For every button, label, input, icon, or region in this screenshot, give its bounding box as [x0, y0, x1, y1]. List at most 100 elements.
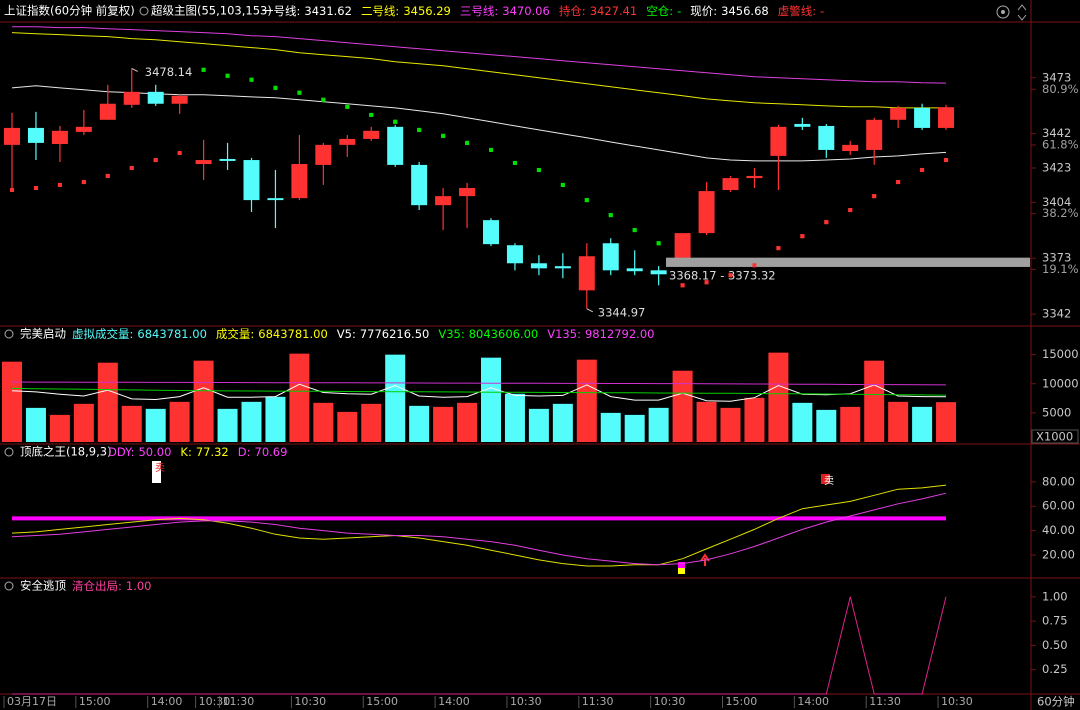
signal-dot	[824, 220, 829, 225]
volume-bar	[145, 408, 166, 442]
series-line	[11, 484, 947, 567]
candle-body	[195, 160, 212, 165]
x-tick-label: 15:00	[79, 695, 111, 708]
legend-label: V35:	[438, 327, 464, 341]
legend-value: 50.00	[138, 445, 171, 459]
signal-dot	[680, 283, 685, 288]
icon[interactable]	[4, 581, 14, 591]
period-label: 60分钟	[1037, 695, 1075, 709]
panel-title: 安全逃顶	[20, 579, 66, 593]
legend: 虚拟成交量: 6843781.00 成交量: 6843781.00 V5: 7776216…	[72, 327, 654, 341]
signal-dot	[201, 67, 206, 72]
volume-bar	[696, 401, 717, 442]
candle-body	[818, 125, 835, 150]
volume-bar	[241, 401, 262, 442]
icon[interactable]	[4, 447, 14, 457]
candle-body	[171, 95, 188, 104]
y-tick-label: 80.00	[1042, 474, 1075, 488]
x-tick-label: 15:00	[726, 695, 758, 708]
candle-body	[123, 91, 140, 105]
signal-dot	[800, 234, 805, 239]
series-line	[11, 32, 946, 109]
volume-bar	[409, 405, 430, 442]
candle-body	[890, 107, 907, 120]
icon[interactable]	[139, 6, 149, 16]
volume-bar	[337, 411, 358, 442]
legend-value: -	[677, 4, 681, 18]
y-tick-label: 1.00	[1042, 589, 1068, 603]
candle-body	[363, 130, 380, 139]
candle-body	[75, 126, 92, 132]
legend-label: 一号线:	[262, 4, 300, 18]
legend-label: DDY:	[108, 445, 134, 459]
signal-arrow	[700, 553, 710, 566]
signal-dot	[872, 194, 877, 199]
volume-bar	[600, 412, 621, 442]
settings-button[interactable]	[1001, 10, 1005, 14]
candle-body	[435, 196, 452, 206]
legend-value: 1.00	[126, 579, 152, 593]
candle-body	[147, 91, 164, 104]
candle-body	[578, 256, 595, 291]
settings-button[interactable]	[996, 5, 1010, 19]
volume-bar	[25, 407, 46, 442]
legend: 清仓出局: 1.00	[72, 579, 151, 593]
legend-label: 二号线:	[361, 4, 399, 18]
legend-label: 持仓:	[559, 4, 586, 18]
volume-bar	[672, 370, 693, 442]
series-line	[11, 381, 947, 386]
x-tick-label: 14:00	[438, 695, 470, 708]
expand-button[interactable]	[1017, 4, 1027, 21]
signal-dot	[177, 151, 182, 156]
volume-bar	[49, 414, 70, 442]
y-tick-label: 19.1%	[1042, 262, 1079, 276]
candle-body	[339, 138, 356, 145]
signal-dot	[560, 182, 565, 187]
candle-body	[674, 233, 691, 259]
legend-value: 3431.62	[304, 4, 352, 18]
signal-dot	[704, 280, 709, 285]
volume-bar	[912, 406, 933, 442]
volume-bar	[385, 354, 406, 442]
signal-dot	[33, 186, 38, 191]
signal-dot	[944, 158, 949, 163]
y-tick-label: 40.00	[1042, 523, 1075, 537]
signal-dot	[321, 97, 326, 102]
volume-bar	[457, 402, 478, 442]
volume-bar	[193, 360, 214, 442]
candle-body	[411, 164, 428, 206]
legend-label: 三号线:	[460, 4, 498, 18]
legend: DDY: 50.00 K: 77.32 D: 70.69	[108, 445, 287, 459]
volume-bar	[744, 397, 765, 442]
x-tick-label: 15:00	[366, 695, 398, 708]
legend-value: 3456.29	[403, 4, 451, 18]
volume-bar	[528, 408, 549, 442]
icon[interactable]	[4, 329, 14, 339]
candle-body	[51, 130, 68, 144]
signal-dot	[656, 241, 661, 246]
volume-bar	[313, 402, 334, 442]
candle-body	[459, 188, 476, 197]
x-tick-label: 11:30	[223, 695, 255, 708]
volume-bar	[265, 396, 286, 442]
signal-dot	[81, 180, 86, 185]
band-label: 3368.17 - 3373.32	[669, 268, 776, 282]
chart-subtitle: 超级主图(55,103,153)	[151, 4, 272, 18]
x-tick-label: 10:30	[941, 695, 973, 708]
volume-bar	[648, 407, 669, 442]
volume-bar	[888, 401, 909, 442]
legend-label: 虚拟成交量:	[72, 327, 133, 341]
volume-bar	[121, 405, 142, 442]
legend-value: 3427.41	[590, 4, 638, 18]
legend-value: 3456.68	[721, 4, 769, 18]
volume-bar	[576, 359, 597, 442]
signal-icon	[678, 568, 685, 574]
y-tick-label: 0.25	[1042, 662, 1068, 676]
y-tick-label: 3342	[1042, 307, 1071, 321]
candle-body	[483, 220, 499, 245]
signal-dot	[417, 127, 422, 132]
y-tick-label: 3373	[1042, 251, 1071, 265]
legend-label: 虚警线:	[778, 4, 816, 18]
y-tick-label: 20.00	[1042, 548, 1075, 562]
